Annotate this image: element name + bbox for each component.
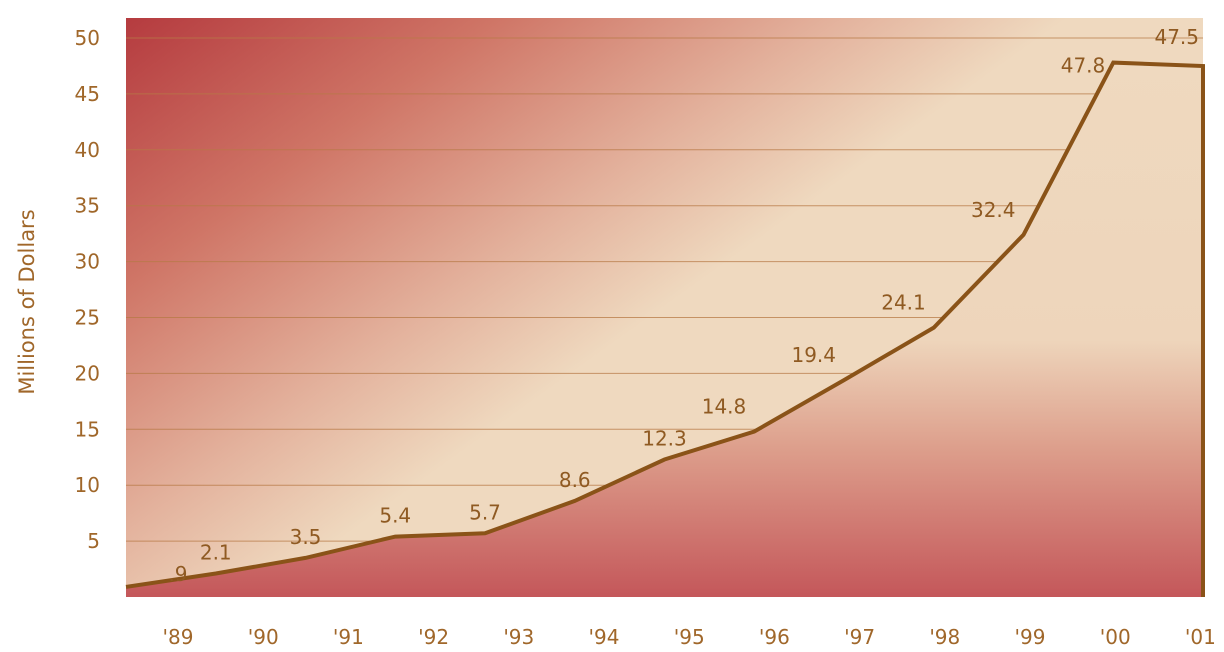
y-tick-label: 15 bbox=[75, 417, 100, 441]
y-tick-label: 25 bbox=[75, 306, 100, 330]
data-label: 5.7 bbox=[469, 500, 501, 524]
y-tick-label: 20 bbox=[75, 361, 100, 385]
y-axis-label: Millions of Dollars bbox=[15, 209, 39, 394]
data-label: 14.8 bbox=[702, 395, 747, 419]
data-labels: .9 2.1 3.5 5.4 5.7 8.6 12.3 14.8 19.4 24.1 32.4 47.… bbox=[168, 25, 1199, 586]
x-tick-label: '98 bbox=[929, 625, 960, 649]
y-tick-label: 35 bbox=[75, 194, 100, 218]
y-tick-label: 50 bbox=[75, 26, 100, 50]
y-tick-label: 30 bbox=[75, 250, 100, 274]
x-tick-label: '94 bbox=[589, 625, 620, 649]
y-tick-label: 10 bbox=[75, 473, 100, 497]
data-label: 19.4 bbox=[791, 343, 836, 367]
x-tick-label: '93 bbox=[503, 625, 534, 649]
x-tick-label: '91 bbox=[333, 625, 364, 649]
x-tick-label: '97 bbox=[844, 625, 875, 649]
x-axis-ticks: '89 '90 '91 '92 '93 '94 '95 '96 '97 '98 '99 '00 '01 bbox=[163, 625, 1216, 649]
y-tick-label: 5 bbox=[87, 529, 100, 553]
data-label: 3.5 bbox=[290, 525, 322, 549]
data-line bbox=[125, 60, 1205, 597]
data-label: .9 bbox=[168, 562, 187, 586]
y-axis-ticks: 5 10 15 20 25 30 35 40 45 50 bbox=[75, 26, 100, 553]
x-tick-label: '01 bbox=[1185, 625, 1216, 649]
y-tick-label: 45 bbox=[75, 82, 100, 106]
x-tick-label: '96 bbox=[759, 625, 790, 649]
area-fill bbox=[126, 62, 1203, 598]
x-tick-label: '95 bbox=[674, 625, 705, 649]
y-tick-label: 40 bbox=[75, 138, 100, 162]
data-label: 8.6 bbox=[559, 468, 591, 492]
x-tick-label: '00 bbox=[1100, 625, 1131, 649]
data-label: 12.3 bbox=[642, 426, 687, 450]
data-label: 47.8 bbox=[1061, 54, 1106, 78]
x-tick-label: '92 bbox=[418, 625, 449, 649]
data-label: 2.1 bbox=[200, 541, 232, 565]
data-label: 24.1 bbox=[881, 291, 926, 315]
x-tick-label: '89 bbox=[163, 625, 194, 649]
data-label: 32.4 bbox=[971, 198, 1016, 222]
data-label: 47.5 bbox=[1154, 25, 1199, 49]
x-tick-label: '90 bbox=[248, 625, 279, 649]
data-label: 5.4 bbox=[379, 504, 411, 528]
x-tick-label: '99 bbox=[1015, 625, 1046, 649]
